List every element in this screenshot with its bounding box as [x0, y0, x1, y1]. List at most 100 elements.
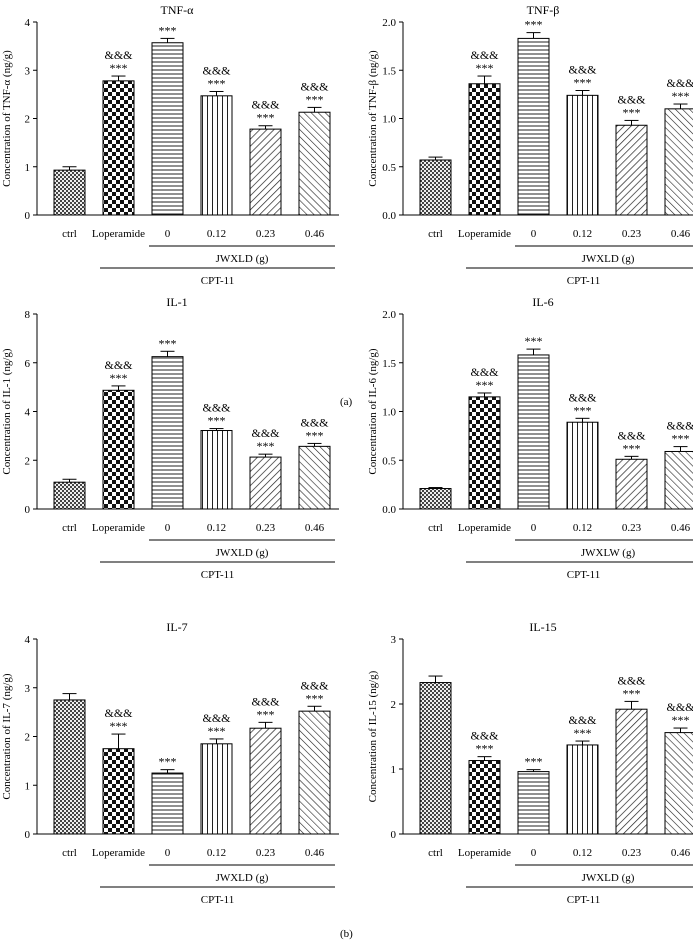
bar [566, 744, 599, 835]
chart-title: IL-7 [166, 620, 187, 634]
x-tick-label: 0 [531, 847, 537, 859]
chart-title: IL-6 [532, 295, 553, 309]
x-tick-label: 0.46 [671, 228, 691, 240]
x-tick-label: 0.12 [573, 228, 592, 240]
group-label: JWXLD (g) [216, 872, 269, 884]
y-axis-label: Concentration of TNF-β (ng/g) [367, 50, 379, 187]
section-label-b: (b) [340, 928, 353, 940]
significance-mark: *** [672, 89, 690, 103]
treatment-label: CPT-11 [201, 894, 234, 906]
significance-mark: *** [306, 92, 324, 106]
bar [566, 421, 599, 510]
significance-mark-secondary: &&& [568, 713, 597, 727]
significance-mark: *** [672, 713, 690, 727]
y-tick-label: 3 [25, 683, 31, 695]
y-tick-label: 1.5 [382, 358, 396, 370]
x-tick-label: 0.23 [256, 522, 276, 534]
chart-6: IL-15 0 1 2 3 Concentration of IL-15 (ng/g) ct… [367, 620, 693, 906]
y-tick-label: 1.5 [382, 65, 396, 77]
significance-mark-secondary: &&& [202, 63, 231, 77]
y-tick-label: 1 [25, 780, 31, 792]
bar [53, 699, 86, 835]
group-label: JWXLW (g) [581, 547, 636, 559]
x-tick-label: 0 [165, 522, 171, 534]
significance-mark: *** [476, 61, 494, 75]
significance-mark-secondary: &&& [202, 401, 231, 415]
significance-mark: *** [525, 755, 543, 769]
y-tick-label: 4 [25, 634, 31, 646]
significance-mark-secondary: &&& [300, 678, 329, 692]
significance-mark: *** [110, 61, 128, 75]
significance-mark: *** [208, 76, 226, 90]
bar [298, 710, 331, 835]
significance-mark-secondary: &&& [251, 694, 280, 708]
y-tick-label: 2 [25, 732, 31, 744]
significance-mark-secondary: &&& [104, 48, 133, 62]
y-axis-label: Concentration of IL-15 (ng/g) [367, 670, 379, 802]
group-label: JWXLD (g) [216, 547, 269, 559]
y-tick-label: 1 [391, 764, 397, 776]
significance-mark: *** [525, 18, 543, 32]
significance-mark: *** [257, 439, 275, 453]
bar [615, 458, 648, 510]
x-tick-label: ctrl [62, 522, 77, 534]
bar [102, 389, 135, 510]
significance-mark: *** [623, 105, 641, 119]
significance-mark: *** [208, 724, 226, 738]
y-tick-label: 2.0 [382, 309, 396, 321]
y-tick-label: 0 [25, 210, 31, 222]
bar [664, 450, 693, 510]
bar [200, 430, 233, 510]
group-label: JWXLD (g) [582, 253, 635, 265]
x-tick-label: 0.23 [256, 228, 276, 240]
x-tick-label: 0.12 [573, 847, 592, 859]
y-tick-label: 0.0 [382, 210, 396, 222]
x-tick-label: 0 [165, 228, 171, 240]
y-tick-label: 4 [25, 407, 31, 419]
y-tick-label: 2 [25, 455, 31, 467]
x-tick-label: ctrl [428, 228, 443, 240]
bar [517, 37, 550, 216]
bar [468, 760, 501, 835]
section-label-a: (a) [340, 396, 353, 408]
x-tick-label: 0.23 [256, 847, 276, 859]
y-tick-label: 2.0 [382, 17, 396, 29]
significance-mark: *** [110, 371, 128, 385]
bar [151, 772, 184, 835]
y-tick-label: 8 [25, 309, 31, 321]
chart-title: IL-15 [529, 620, 556, 634]
significance-mark: *** [623, 441, 641, 455]
x-tick-label: 0.46 [305, 522, 325, 534]
x-tick-label: 0.23 [622, 522, 642, 534]
bar [298, 111, 331, 216]
significance-mark-secondary: &&& [568, 390, 597, 404]
chart-3: IL-1 0 2 4 6 8 Concentration of IL-1 (ng/g) ctr… [1, 295, 339, 581]
x-tick-label: Loperamide [92, 847, 145, 859]
bar [200, 743, 233, 835]
x-tick-label: 0.12 [207, 847, 226, 859]
x-tick-label: 0.12 [207, 522, 226, 534]
significance-mark: *** [159, 755, 177, 769]
treatment-label: CPT-11 [567, 894, 600, 906]
significance-mark-secondary: &&& [666, 700, 693, 714]
significance-mark: *** [110, 719, 128, 733]
significance-mark: *** [525, 334, 543, 348]
bar [419, 159, 452, 216]
significance-mark-secondary: &&& [300, 415, 329, 429]
y-tick-label: 1.0 [382, 407, 396, 419]
significance-mark: *** [574, 403, 592, 417]
significance-mark: *** [208, 414, 226, 428]
y-tick-label: 1 [25, 162, 31, 174]
chart-title: TNF-β [527, 3, 560, 17]
y-axis-label: Concentration of TNF-α (ng/g) [1, 50, 13, 187]
y-tick-label: 2 [25, 114, 31, 126]
bar [53, 481, 86, 510]
x-tick-label: 0.12 [207, 228, 226, 240]
treatment-label: CPT-11 [201, 275, 234, 287]
treatment-label: CPT-11 [567, 569, 600, 581]
significance-mark-secondary: &&& [202, 711, 231, 725]
chart-1: TNF-α 0 1 2 3 4 Concentration of TNF-α (ng/g) c… [1, 3, 339, 287]
bar [200, 95, 233, 216]
treatment-label: CPT-11 [567, 275, 600, 287]
